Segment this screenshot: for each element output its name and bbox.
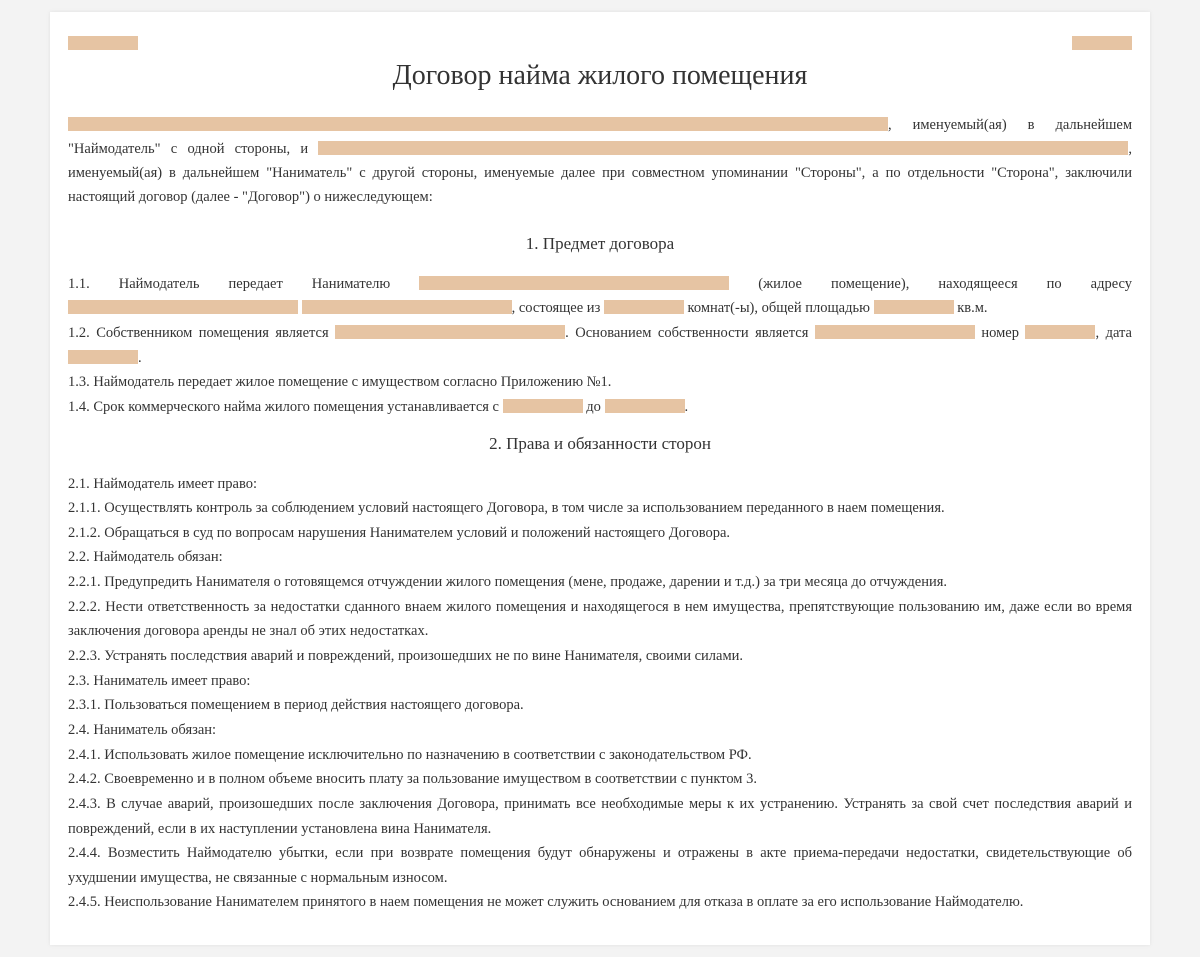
clause-2-4-2: 2.4.2. Своевременно и в полном объеме вн… <box>68 767 1132 792</box>
blank-top-left <box>68 36 138 50</box>
blank-tenant-name <box>318 141 1128 155</box>
clause-2-3: 2.3. Наниматель имеет право: <box>68 669 1132 694</box>
clause-1-3: 1.3. Наймодатель передает жилое помещени… <box>68 370 1132 395</box>
clause-2-2-1: 2.2.1. Предупредить Нанимателя о готовящ… <box>68 570 1132 595</box>
blank-to-date <box>605 399 685 413</box>
blank-basis <box>815 325 975 339</box>
document-title: Договор найма жилого помещения <box>68 60 1132 92</box>
blank-top-right <box>1072 36 1132 50</box>
blank-owner <box>335 325 565 339</box>
clause-2-2-2: 2.2.2. Нести ответственность за недостат… <box>68 595 1132 644</box>
blank-landlord-name <box>68 117 888 131</box>
clause-2-2: 2.2. Наймодатель обязан: <box>68 545 1132 570</box>
top-blank-row <box>68 36 1132 50</box>
blank-premises <box>419 276 729 290</box>
section-1-title: 1. Предмет договора <box>68 234 1132 254</box>
clause-2-1-1: 2.1.1. Осуществлять контроль за соблюден… <box>68 496 1132 521</box>
clause-1-2-d: , дата <box>1095 325 1132 341</box>
clause-1-1-e: кв.м. <box>954 300 988 316</box>
blank-rooms <box>604 300 684 314</box>
blank-address-1 <box>68 300 298 314</box>
preamble: , именуемый(ая) в дальнейшем "Наймодател… <box>68 114 1132 210</box>
section-2-title: 2. Права и обязанности сторон <box>68 434 1132 454</box>
clause-2-1: 2.1. Наймодатель имеет право: <box>68 472 1132 497</box>
clause-1-1: 1.1. Наймодатель передает Нанимателю (жи… <box>68 272 1132 321</box>
clause-1-4-a: 1.4. Срок коммерческого найма жилого пом… <box>68 399 503 415</box>
clause-1-2-b: . Основанием собственности является <box>565 325 815 341</box>
document-page: Договор найма жилого помещения , именуем… <box>50 12 1150 945</box>
clause-1-1-b: (жилое помещение), находящееся по адресу <box>729 276 1132 292</box>
clause-1-1-a: 1.1. Наймодатель передает Нанимателю <box>68 276 419 292</box>
clause-1-4: 1.4. Срок коммерческого найма жилого пом… <box>68 395 1132 420</box>
clause-2-4-3: 2.4.3. В случае аварий, произошедших пос… <box>68 792 1132 841</box>
blank-area <box>874 300 954 314</box>
clause-2-4-4: 2.4.4. Возместить Наймодателю убытки, ес… <box>68 841 1132 890</box>
clause-2-4: 2.4. Наниматель обязан: <box>68 718 1132 743</box>
clause-1-2-c: номер <box>975 325 1026 341</box>
blank-number <box>1025 325 1095 339</box>
clause-1-4-c: . <box>685 399 689 415</box>
clause-1-1-c: , состоящее из <box>512 300 604 316</box>
clause-2-1-2: 2.1.2. Обращаться в суд по вопросам нару… <box>68 521 1132 546</box>
clause-1-2-e: . <box>138 350 142 366</box>
clause-2-2-3: 2.2.3. Устранять последствия аварий и по… <box>68 644 1132 669</box>
clause-2-4-1: 2.4.1. Использовать жилое помещение искл… <box>68 743 1132 768</box>
blank-address-2 <box>302 300 512 314</box>
clause-1-2-a: 1.2. Собственником помещения является <box>68 325 335 341</box>
clause-2-3-1: 2.3.1. Пользоваться помещением в период … <box>68 693 1132 718</box>
blank-from-date <box>503 399 583 413</box>
clause-2-4-5: 2.4.5. Неиспользование Нанимателем приня… <box>68 890 1132 915</box>
blank-date <box>68 350 138 364</box>
clause-1-4-b: до <box>583 399 605 415</box>
clause-1-2: 1.2. Собственником помещения является . … <box>68 321 1132 370</box>
clause-1-1-d: комнат(-ы), общей площадью <box>684 300 874 316</box>
